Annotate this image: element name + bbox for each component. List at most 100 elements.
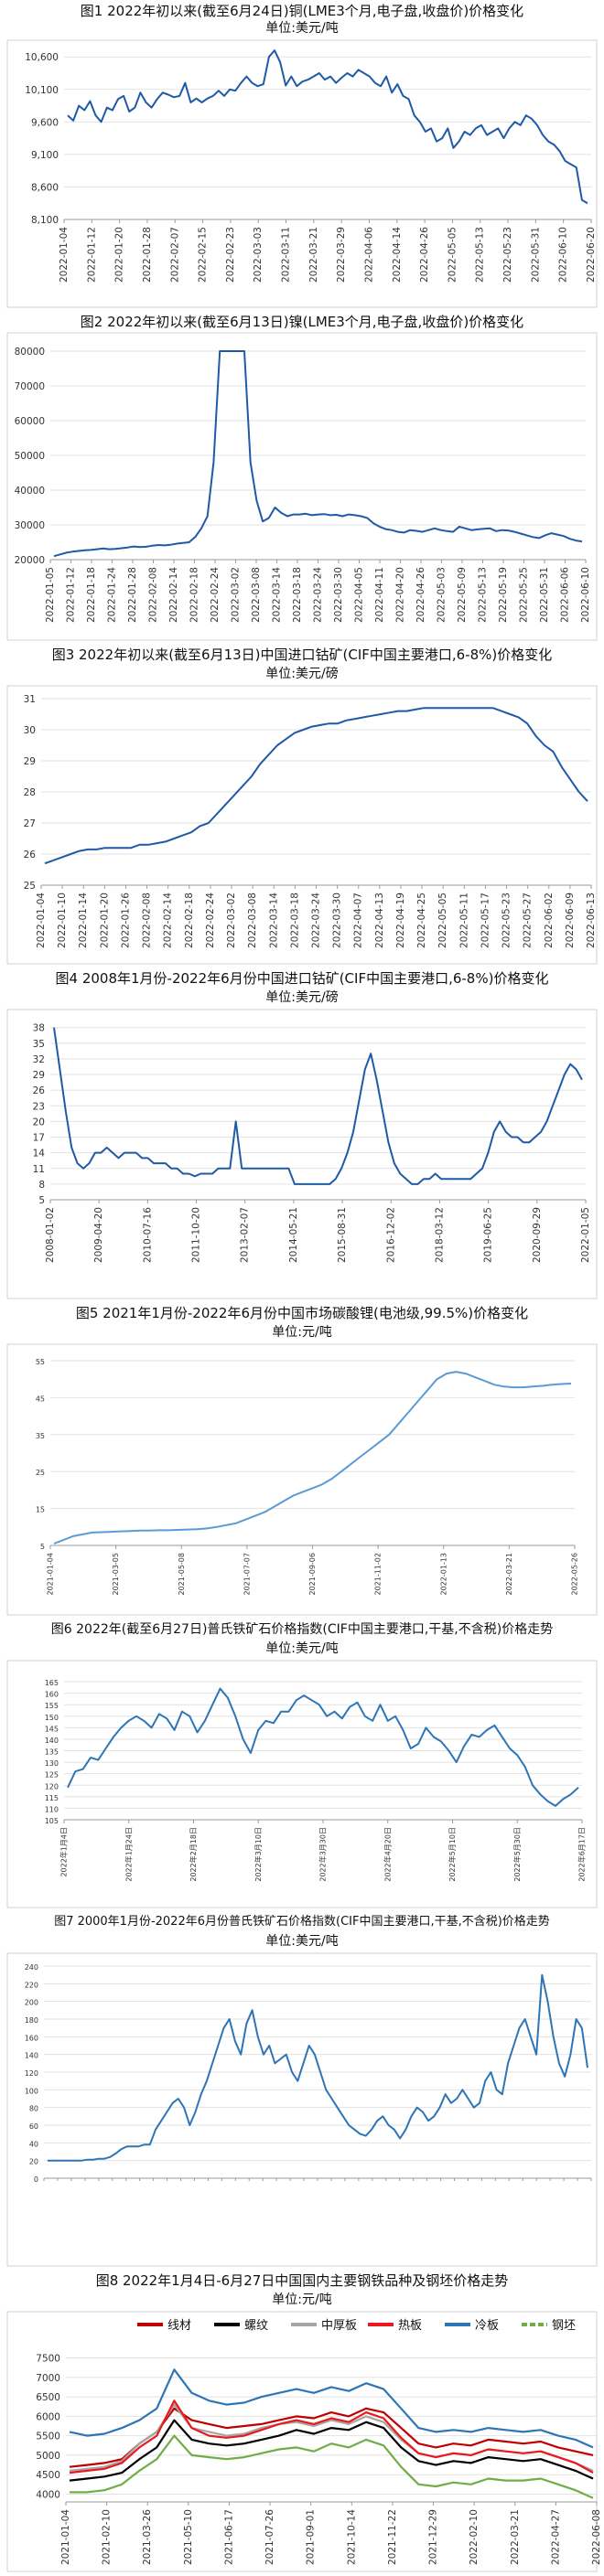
y-tick-label: 30 (24, 725, 36, 736)
x-tick-label: 2022-03-02 (226, 893, 237, 948)
chart-frame (6, 1343, 598, 1616)
y-tick-label: 130 (45, 1759, 59, 1768)
y-tick-label: 26 (33, 1085, 46, 1096)
chart-8-unit: 单位:元/吨 (272, 2293, 332, 2307)
y-tick-label: 155 (45, 1702, 59, 1710)
x-tick-label: 2022-01-26 (120, 893, 131, 948)
series-line (53, 1371, 572, 1545)
chart-6-iron-ore-2022: 1651601551501451401351301251201151101052… (6, 1660, 598, 1908)
x-tick-label: 2021-07-26 (264, 2509, 275, 2565)
y-tick-label: 0 (34, 2175, 38, 2184)
x-tick-label: 2022-03-08 (247, 893, 258, 948)
y-tick-label: 5 (40, 1543, 45, 1551)
x-tick-label: 2022-01-28 (127, 567, 138, 623)
x-tick-label: 2021-09-06 (308, 1553, 317, 1596)
x-tick-label: 2022-01-18 (86, 567, 97, 623)
x-tick-label: 2022-05-13 (478, 567, 489, 623)
x-tick-label: 2022-06-10 (580, 567, 591, 623)
x-tick-label: 2021-09-01 (306, 2509, 317, 2565)
y-tick-label: 29 (24, 756, 36, 767)
y-tick-label: 14 (33, 1149, 46, 1160)
x-tick-label: 2022-05-09 (457, 567, 468, 623)
chart-1-title: 图1 2022年初以来(截至6月24日)铜(LME3个月,电子盘,收盘价)价格变… (80, 3, 524, 19)
x-tick-label: 2022-04-19 (395, 893, 406, 948)
legend-label: 冷板 (475, 2319, 499, 2333)
y-tick-label: 35 (33, 1039, 45, 1050)
y-tick-label: 220 (25, 1981, 38, 1989)
y-tick-label: 50000 (15, 451, 45, 462)
x-tick-label: 2021-10-14 (346, 2509, 357, 2565)
x-tick-label: 2022-04-13 (374, 893, 385, 948)
x-tick-label: 2022-02-10 (469, 2509, 480, 2565)
x-tick-label: 2011-10-20 (191, 1207, 202, 1263)
x-tick-label: 2022年1月24日 (124, 1827, 133, 1882)
x-tick-label: 2022-03-08 (251, 567, 262, 623)
legend-label: 中厚板 (321, 2319, 357, 2333)
y-tick-label: 5500 (36, 2432, 60, 2442)
x-tick-label: 2022-06-09 (565, 893, 576, 948)
y-tick-label: 120 (45, 1782, 59, 1790)
x-tick-label: 2022-06-06 (560, 567, 571, 623)
y-tick-label: 80000 (15, 347, 45, 358)
legend-label: 螺纹 (244, 2319, 268, 2333)
x-tick-label: 2022-06-10 (558, 227, 569, 283)
x-tick-label: 2022-04-26 (415, 567, 426, 623)
x-tick-label: 2020-09-29 (532, 1207, 543, 1263)
y-tick-label: 160 (25, 2034, 38, 2042)
x-tick-label: 2022-02-08 (142, 893, 153, 948)
y-tick-label: 38 (33, 1023, 45, 1034)
x-tick-label: 2022-03-18 (289, 893, 300, 948)
x-tick-label: 2015-08-31 (337, 1207, 348, 1263)
x-tick-label: 2022-02-14 (163, 893, 174, 948)
series-line-2 (69, 2419, 594, 2482)
x-tick-label: 2022-04-27 (550, 2509, 561, 2565)
x-tick-label: 2022-04-20 (395, 567, 406, 623)
chart-8-title: 图8 2022年1月4日-6月27日中国国内主要钢铁品种及钢坯价格走势 (95, 2272, 509, 2289)
series-line (67, 49, 588, 205)
y-tick-label: 7500 (36, 2354, 60, 2365)
x-tick-label: 2022-03-29 (336, 227, 347, 283)
chart-frame (6, 1009, 598, 1299)
y-tick-label: 145 (45, 1725, 59, 1733)
chart-frame (6, 1660, 598, 1908)
x-tick-label: 2022-01-28 (142, 227, 153, 283)
y-tick-label: 10,600 (25, 52, 59, 63)
x-tick-label: 2021-01-04 (60, 2509, 71, 2565)
x-tick-label: 2022-05-25 (519, 567, 530, 623)
x-tick-label: 2022-05-31 (539, 567, 550, 623)
x-tick-label: 2021-07-07 (243, 1553, 251, 1596)
x-tick-label: 2022-03-11 (281, 227, 292, 283)
x-tick-label: 2022-06-08 (591, 2509, 602, 2565)
y-tick-label: 160 (45, 1691, 59, 1699)
chart-1-copper: 10,60010,1009,6009,1008,6008,1002022-01-… (6, 39, 598, 308)
chart-6-title: 图6 2022年(截至6月27日)普氏铁矿石价格指数(CIF中国主要港口,干基,… (50, 1622, 554, 1637)
chart-2-title: 图2 2022年初以来(截至6月13日)镍(LME3个月,电子盘,收盘价)价格变… (80, 314, 524, 330)
chart-5-title: 图5 2021年1月份-2022年6月份中国市场碳酸锂(电池级,99.5%)价格… (75, 1305, 529, 1321)
x-tick-label: 2021-12-29 (428, 2509, 439, 2565)
y-tick-label: 32 (33, 1054, 45, 1065)
y-tick-label: 5 (38, 1195, 45, 1206)
series-line (53, 1027, 583, 1185)
x-tick-label: 2022-04-14 (392, 227, 403, 283)
chart-frame (6, 39, 598, 308)
x-tick-label: 2021-06-17 (223, 2509, 234, 2565)
x-tick-label: 2022-04-26 (419, 227, 430, 283)
y-tick-label: 20 (29, 2158, 38, 2166)
y-tick-label: 8,600 (31, 182, 59, 193)
x-tick-label: 2022-02-23 (225, 227, 236, 283)
y-tick-label: 9,600 (31, 117, 59, 128)
y-tick-label: 25 (36, 1469, 45, 1477)
series-line (53, 350, 583, 558)
chart-7-unit: 单位:美元/吨 (265, 1934, 339, 1949)
x-tick-label: 2022-05-05 (437, 893, 448, 948)
x-tick-label: 2022-01-04 (36, 893, 47, 948)
x-tick-label: 2022-06-20 (586, 227, 597, 283)
chart-2-nickel: 800007000060000500004000030000200002022-… (6, 332, 598, 641)
x-tick-label: 2013-02-07 (240, 1207, 251, 1263)
x-tick-label: 2021-02-10 (102, 2509, 113, 2565)
y-tick-label: 125 (45, 1771, 59, 1780)
series-line-6 (70, 2434, 594, 2499)
x-tick-label: 2022-01-05 (45, 567, 56, 623)
